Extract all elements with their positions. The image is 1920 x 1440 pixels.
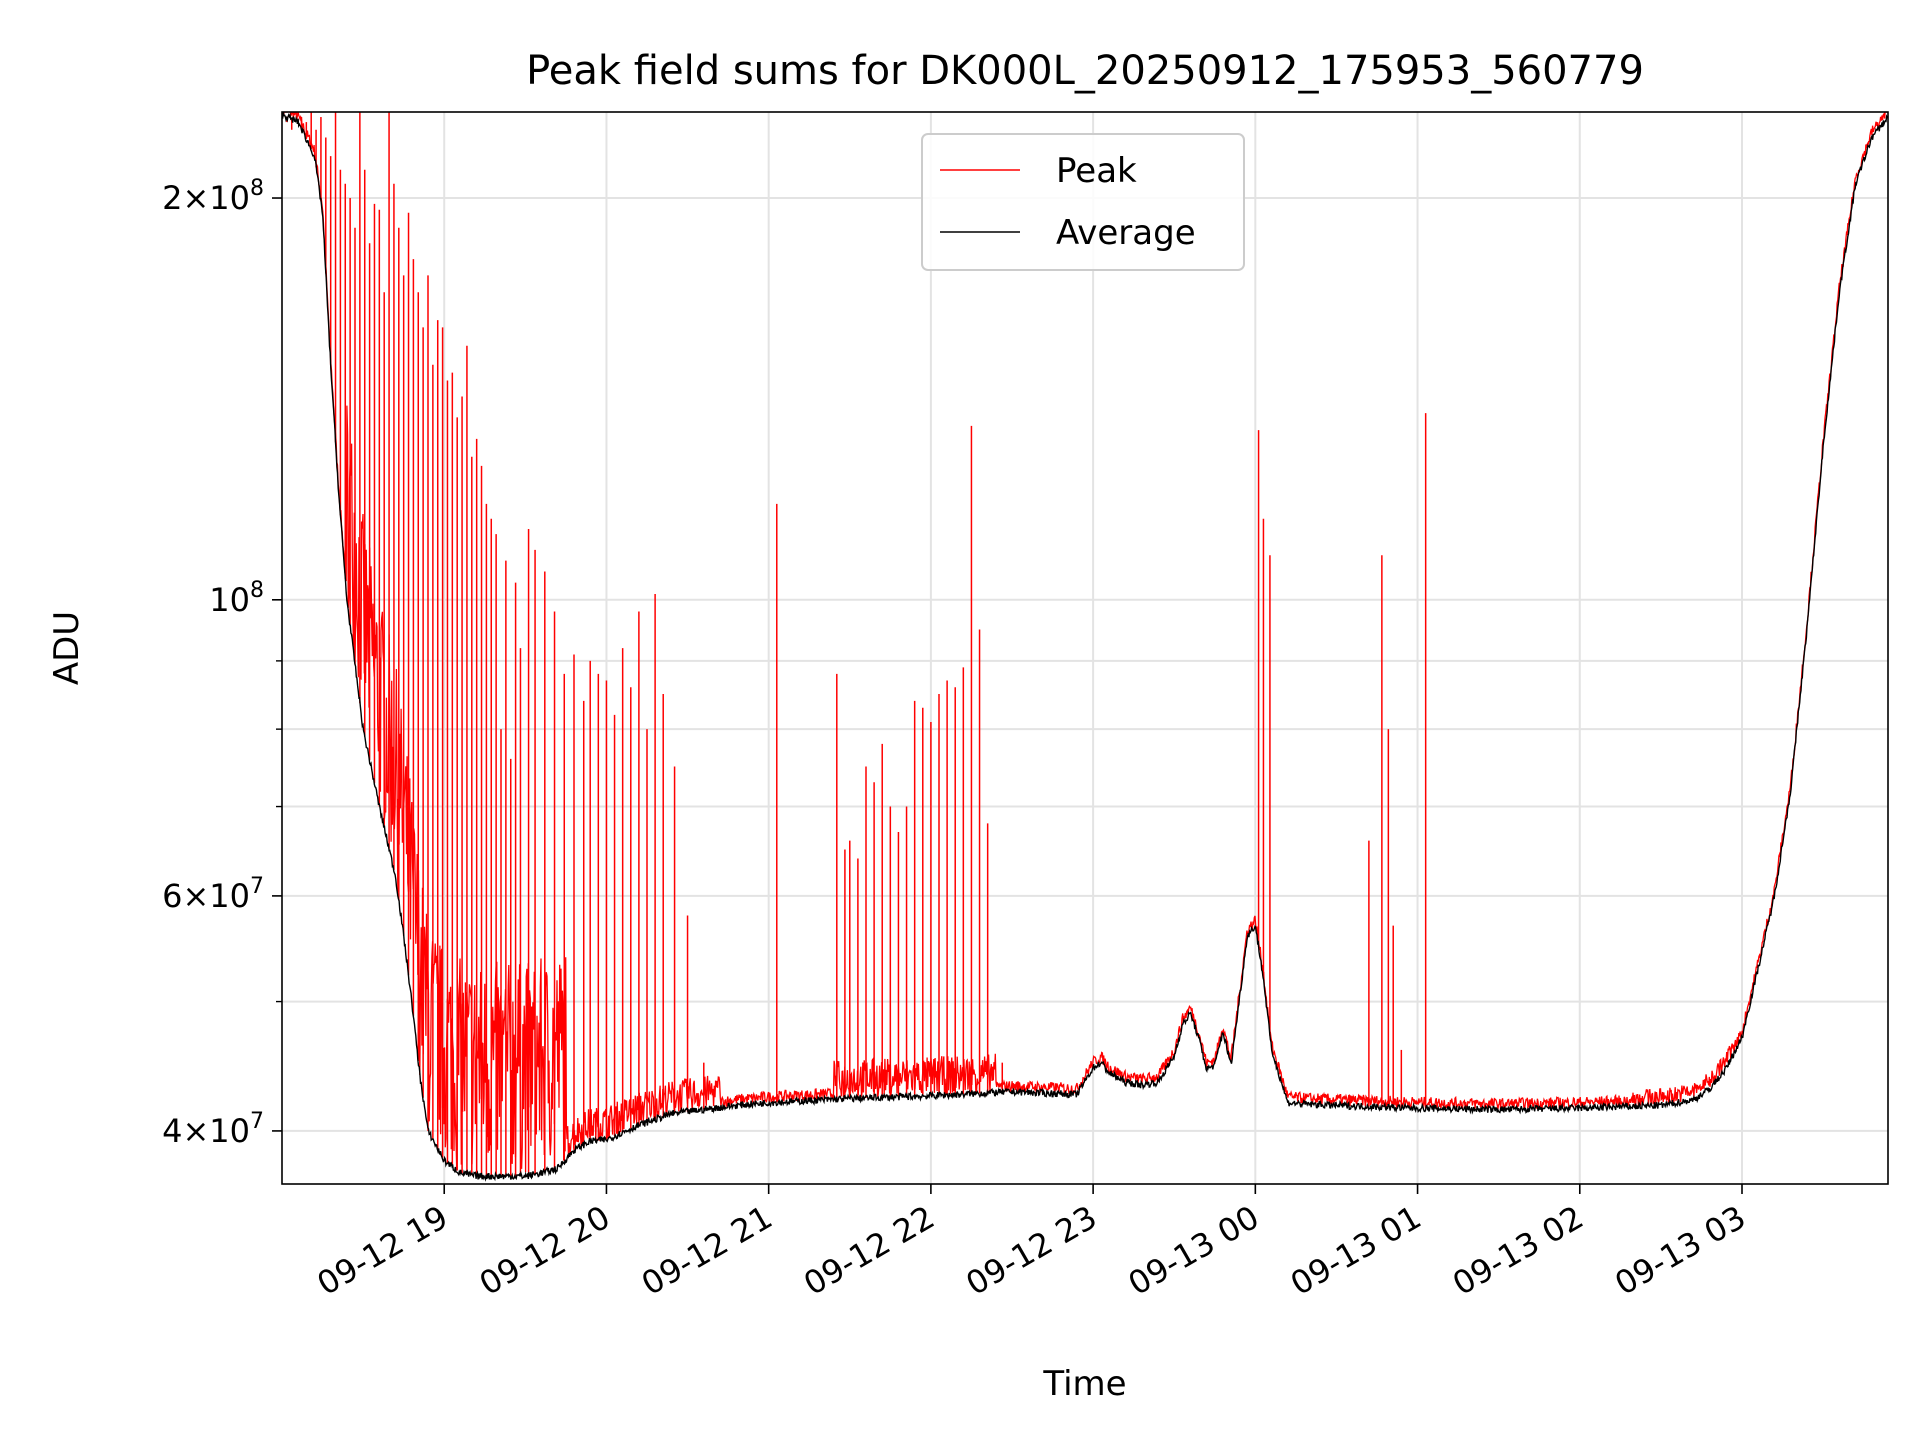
y-axis: 4×107 6×107 108 2×108: [162, 176, 282, 1150]
peak-line: [282, 112, 1888, 1173]
legend: Peak Average: [921, 133, 1245, 271]
y-tick-exponent: 7: [250, 1109, 264, 1134]
y-tick-label: 4×107: [162, 1109, 264, 1150]
y-tick-label: 2×108: [162, 176, 264, 217]
peak-series: [282, 112, 1888, 1177]
y-axis-label: ADU: [47, 611, 87, 685]
legend-peak-label: Peak: [1056, 151, 1137, 191]
legend-average-label: Average: [1056, 213, 1196, 253]
y-tick-label: 108: [209, 578, 264, 619]
average-series: [282, 112, 1888, 1182]
legend-box: [921, 133, 1245, 271]
chart-title: Peak field sums for DK000L_20250912_1759…: [526, 48, 1644, 94]
y-tick-mantissa: 2: [162, 179, 182, 217]
y-tick-mantissa: 4: [162, 1112, 182, 1150]
y-tick-exponent: 8: [250, 578, 264, 603]
grid: [282, 112, 1888, 1184]
average-line: [282, 112, 1888, 1182]
x-axis-label: Time: [1042, 1364, 1126, 1404]
plot-frame: [281, 111, 1889, 1185]
y-tick-label: 6×107: [162, 874, 264, 915]
y-tick-exponent: 8: [250, 176, 264, 201]
y-tick-exponent: 7: [250, 874, 264, 899]
y-tick-mantissa: 6: [162, 877, 182, 915]
